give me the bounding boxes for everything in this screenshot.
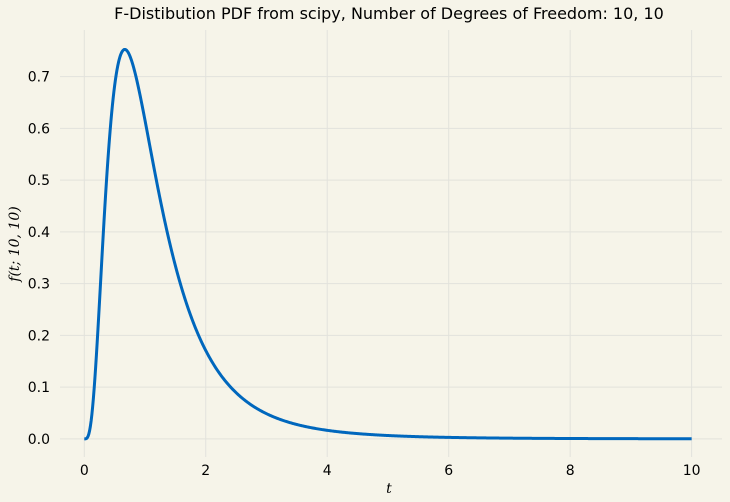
x-tick-label: 6 — [444, 463, 453, 479]
y-tick-label: 0.5 — [28, 173, 50, 189]
x-tick-label: 4 — [323, 463, 332, 479]
plot-area — [83, 47, 693, 441]
y-tick-label: 0.0 — [28, 432, 50, 448]
x-tick-label: 0 — [80, 463, 89, 479]
y-tick-label: 0.6 — [28, 121, 50, 137]
x-tick-label: 8 — [566, 463, 575, 479]
y-tick-label: 0.7 — [28, 70, 50, 86]
y-tick-label: 0.4 — [28, 225, 50, 241]
pdf-line — [83, 47, 693, 441]
y-tick-label: 0.2 — [28, 328, 50, 344]
y-axis-label: f(t; 10, 10) — [7, 206, 23, 282]
x-tick-label: 2 — [201, 463, 210, 479]
x-axis-label: t — [386, 481, 392, 497]
grid — [60, 30, 722, 457]
axis-labels: t f(t; 10, 10) — [7, 206, 392, 497]
tick-labels: 0 2 4 6 8 10 0.0 0.1 0.2 0.3 0.4 0.5 0.6 0.7 — [28, 70, 701, 479]
y-tick-label: 0.3 — [28, 277, 50, 293]
x-tick-label: 10 — [683, 463, 701, 479]
chart-title: F-Distibution PDF from scipy, Number of … — [114, 4, 664, 23]
y-tick-label: 0.1 — [28, 380, 50, 396]
